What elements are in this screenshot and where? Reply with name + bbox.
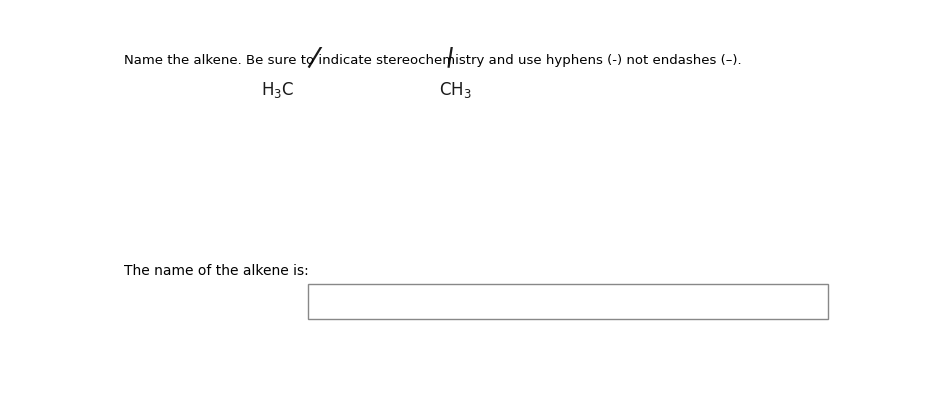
Text: CH$_3$: CH$_3$ bbox=[439, 80, 472, 100]
FancyBboxPatch shape bbox=[308, 284, 828, 319]
Text: The name of the alkene is:: The name of the alkene is: bbox=[124, 264, 309, 278]
Text: Name the alkene. Be sure to indicate stereochemistry and use hyphens (-) not end: Name the alkene. Be sure to indicate ste… bbox=[124, 54, 741, 67]
Text: H$_3$C: H$_3$C bbox=[261, 80, 294, 100]
